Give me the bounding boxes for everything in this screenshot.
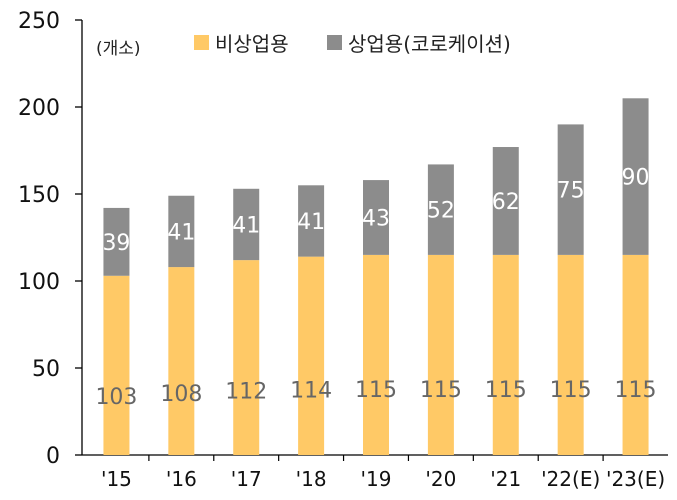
legend-item-commercial: 상업용(코로케이션) bbox=[327, 28, 511, 57]
bar-segment-commercial bbox=[233, 188, 260, 261]
bar-segment-commercial bbox=[298, 185, 325, 257]
data-label-non-commercial: 115 bbox=[485, 378, 527, 403]
bar-segment-commercial bbox=[557, 124, 584, 255]
legend-swatch-commercial bbox=[327, 35, 342, 50]
x-tick-label: '20 bbox=[425, 467, 456, 491]
x-tick-label: '18 bbox=[296, 467, 327, 491]
data-label-commercial: 41 bbox=[167, 220, 195, 245]
bar-segment-commercial bbox=[103, 207, 130, 276]
legend-item-non-commercial: 비상업용 bbox=[194, 28, 289, 57]
data-label-non-commercial: 115 bbox=[355, 378, 397, 403]
data-label-commercial: 75 bbox=[557, 179, 585, 204]
data-label-non-commercial: 115 bbox=[615, 378, 657, 403]
data-label-commercial: 62 bbox=[492, 190, 520, 215]
data-label-commercial: 52 bbox=[427, 199, 455, 224]
data-label-non-commercial: 115 bbox=[550, 378, 592, 403]
x-tick-label: '15 bbox=[101, 467, 132, 491]
y-tick-label: 50 bbox=[32, 357, 60, 382]
bar-segment-non-commercial bbox=[622, 254, 649, 455]
data-label-commercial: 43 bbox=[362, 206, 390, 231]
y-tick-label: 150 bbox=[18, 183, 60, 208]
bar-segment-non-commercial bbox=[492, 254, 519, 455]
y-tick-label: 100 bbox=[18, 270, 60, 295]
data-label-non-commercial: 114 bbox=[290, 379, 332, 404]
data-label-non-commercial: 108 bbox=[160, 382, 202, 407]
y-tick-label: 250 bbox=[18, 9, 60, 34]
bar-segment-commercial bbox=[168, 195, 195, 268]
bar-segment-commercial bbox=[622, 98, 649, 255]
bar-segment-non-commercial bbox=[233, 260, 260, 455]
x-tick-label: '22(E) bbox=[541, 467, 600, 491]
x-tick-label: '17 bbox=[231, 467, 262, 491]
bar-segment-non-commercial bbox=[363, 254, 389, 455]
bar-segment-non-commercial bbox=[557, 254, 584, 455]
y-tick-label: 200 bbox=[18, 96, 60, 121]
legend-label-commercial: 상업용(코로케이션) bbox=[348, 32, 511, 56]
x-tick-label: '23(E) bbox=[606, 467, 665, 491]
bar-segment-non-commercial bbox=[168, 267, 195, 455]
data-label-commercial: 90 bbox=[622, 166, 650, 191]
data-label-commercial: 39 bbox=[102, 231, 130, 256]
unit-label: (개소) bbox=[96, 39, 141, 59]
bar-segment-commercial bbox=[427, 164, 454, 255]
x-tick-label: '19 bbox=[361, 467, 392, 491]
data-label-non-commercial: 112 bbox=[225, 380, 267, 405]
data-label-commercial: 41 bbox=[232, 213, 260, 238]
data-label-commercial: 41 bbox=[297, 210, 325, 235]
x-tick-label: '16 bbox=[166, 467, 197, 491]
bar-segment-non-commercial bbox=[427, 254, 454, 455]
bar-segment-commercial bbox=[363, 180, 389, 255]
bar-segment-non-commercial bbox=[298, 256, 325, 455]
data-label-non-commercial: 103 bbox=[95, 385, 137, 410]
bar-segment-non-commercial bbox=[103, 275, 130, 455]
legend-label-non-commercial: 비상업용 bbox=[215, 32, 289, 56]
legend-swatch-non-commercial bbox=[194, 35, 209, 50]
legend: (개소) 비상업용 상업용(코로케이션) bbox=[0, 28, 677, 59]
y-tick-label: 0 bbox=[46, 444, 60, 469]
x-tick-label: '21 bbox=[490, 467, 521, 491]
bar-segment-commercial bbox=[492, 147, 519, 255]
data-label-non-commercial: 115 bbox=[420, 378, 462, 403]
